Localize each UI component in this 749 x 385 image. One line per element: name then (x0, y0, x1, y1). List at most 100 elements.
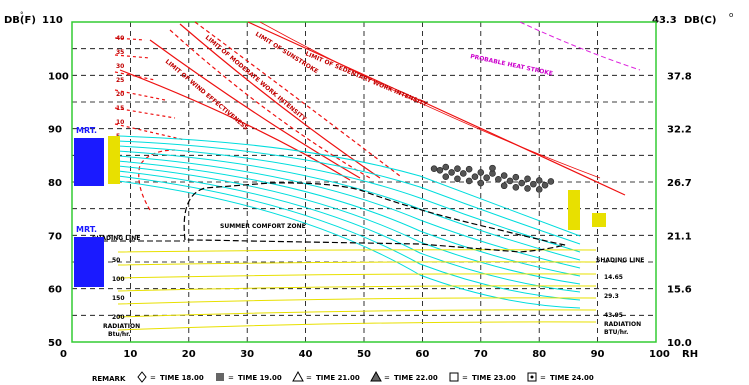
red-line-label-1: LIMIT OF SEDENTARY WORK INTENSITY (304, 50, 429, 108)
y-right-top-tick: 43.3 (652, 15, 677, 26)
legend-item: = TIME 24.00 (527, 372, 594, 382)
right-tick-label: 21.1 (667, 231, 692, 242)
cyan-line (117, 145, 581, 253)
radiation-value-left: 50 (112, 257, 120, 264)
right-tick-label: 37.8 (667, 71, 692, 82)
yellow-line (117, 297, 597, 305)
legend-label: TIME 22.00 (394, 374, 438, 382)
observed-point (500, 182, 508, 190)
cyan-line (117, 155, 581, 269)
radiation-right-label: RADIATION (604, 321, 641, 328)
cyan-line (117, 160, 581, 277)
yellow-line (117, 309, 597, 318)
wind-speed-label: 10 (116, 119, 124, 126)
observed-point (547, 178, 555, 185)
legend-symbol (527, 372, 537, 382)
legend-remark: REMARK (92, 375, 126, 383)
observed-point (495, 176, 502, 183)
radiation-left-unit: Btu/hr. (108, 331, 131, 338)
wind-speed-label: 15 (116, 105, 124, 112)
observed-point (436, 166, 444, 174)
radiation-value-left: 200 (112, 314, 125, 321)
yellow-line (117, 321, 597, 331)
mrt-lower-block (74, 237, 104, 287)
y-right-label: DB(C) (684, 15, 716, 26)
right-tick-labels: 37.8 32.2 26.7 21.1 15.6 10.0 (667, 71, 692, 349)
right-tick-label: 15.6 (667, 285, 692, 296)
legend-equals: = (384, 374, 390, 382)
observed-point (524, 175, 531, 183)
left-tick-labels: 100 90 80 70 60 50 (48, 71, 69, 349)
wind-speed-labels: 403530252015105 (116, 35, 124, 140)
wind-speed-label: 35 (116, 49, 124, 56)
x-tick-label: 20 (182, 349, 196, 360)
x-tick-label: 90 (591, 349, 605, 360)
observed-point (442, 163, 450, 171)
radiation-left-label: RADIATION (103, 323, 140, 330)
x-tick-label: 10 (123, 349, 137, 360)
legend-item: = TIME 18.00 (137, 371, 204, 383)
observed-point (500, 172, 508, 179)
y-left-top-tick: 110 (42, 15, 63, 26)
x-tick-label: 70 (474, 349, 488, 360)
cyan-evaporative-lines (117, 135, 581, 309)
left-tick-label: 50 (48, 338, 62, 349)
radiation-values-left: 50 100 150 200 (112, 257, 125, 321)
wind-speed-label: 20 (116, 91, 124, 98)
legend-symbol (292, 370, 304, 382)
observed-point (530, 180, 537, 188)
observed-point (430, 165, 438, 172)
x-tick-labels: 0 10 20 30 40 50 60 70 80 90 100 (60, 349, 670, 360)
x-tick-label: 80 (532, 349, 546, 360)
observed-point (454, 165, 461, 172)
left-tick-label: 90 (48, 125, 62, 136)
radiation-value-left: 150 (112, 295, 125, 302)
legend-symbol-dot (530, 375, 534, 379)
right-tick-label: 10.0 (667, 338, 692, 349)
observed-point (524, 185, 531, 192)
x-tick-label: 50 (357, 349, 371, 360)
legend-equals: = (306, 374, 312, 382)
observed-point (459, 170, 467, 177)
legend: REMARK = TIME 18.00 = TIME 19.00 = TIME 21.00… (92, 370, 594, 383)
x-tick-label: 30 (240, 349, 254, 360)
wind-speed-label: 40 (116, 35, 124, 42)
shading-line-left-label: SHADING LINE (92, 235, 140, 242)
observed-point (442, 173, 450, 180)
radiation-right-unit: BTU/hr. (604, 329, 628, 336)
left-tick-label: 80 (48, 178, 62, 189)
observed-point (465, 165, 473, 173)
yellow-line (117, 261, 597, 266)
observed-point (483, 174, 490, 182)
legend-symbol (449, 372, 459, 382)
radiation-value-right: 43.95 (604, 312, 623, 319)
radiation-value-right: 29.3 (604, 293, 619, 300)
observed-point (535, 177, 543, 184)
right-tick-label: 26.7 (667, 178, 692, 189)
cyan-line (117, 170, 581, 293)
wind-speed-label: 30 (116, 63, 124, 70)
red-limit-lines (114, 21, 626, 211)
mrt-lower-label: MRT. (76, 225, 97, 234)
legend-equals: = (228, 374, 234, 382)
y-right-unit-mark: o (729, 11, 733, 19)
observed-point (448, 169, 455, 176)
cyan-line (117, 180, 581, 309)
mrt-upper-label: MRT. (76, 126, 97, 135)
cyan-line (117, 135, 581, 237)
left-tick-label: 70 (48, 231, 62, 242)
radiation-value-right: 14.65 (604, 274, 623, 281)
legend-label: TIME 23.00 (472, 374, 516, 382)
heat-stroke-label: PROBABLE HEAT STROKE (470, 53, 554, 77)
legend-symbol (370, 370, 382, 382)
yellow-upper-block (108, 136, 120, 184)
yellow-line (117, 273, 597, 279)
legend-item: = TIME 22.00 (370, 370, 438, 382)
legend-symbol (137, 371, 147, 383)
radiation-values-right: 14.65 29.3 43.95 (604, 274, 623, 319)
legend-label: TIME 18.00 (160, 374, 204, 382)
legend-equals: = (150, 374, 156, 382)
legend-label: TIME 21.00 (316, 374, 360, 382)
yellow-line (117, 249, 597, 253)
